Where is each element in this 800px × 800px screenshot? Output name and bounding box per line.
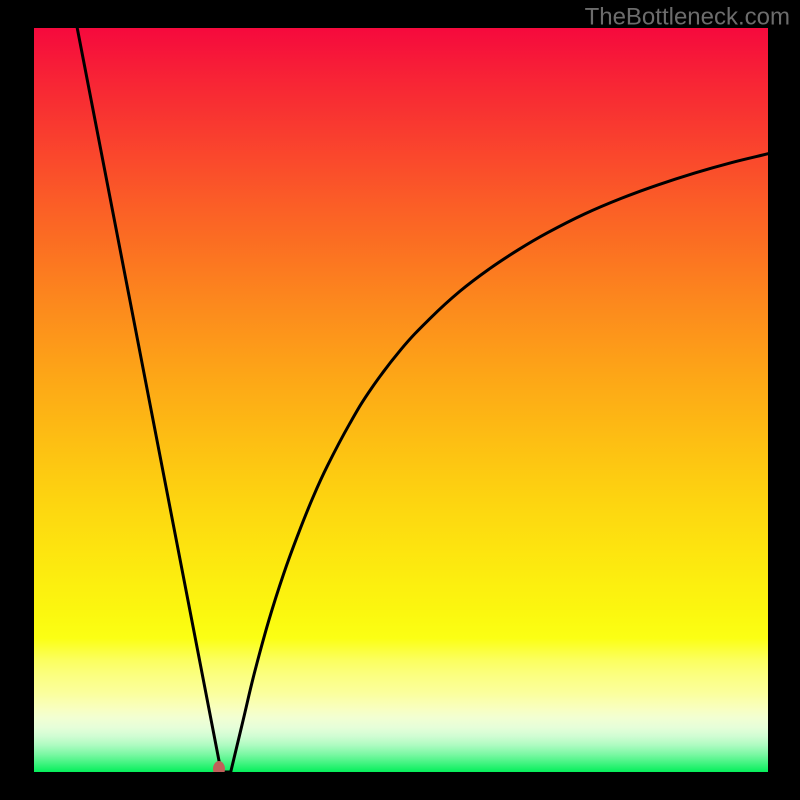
watermark-text: TheBottleneck.com bbox=[585, 3, 790, 30]
gradient-background bbox=[34, 28, 768, 772]
bottleneck-chart: TheBottleneck.com bbox=[0, 0, 800, 800]
